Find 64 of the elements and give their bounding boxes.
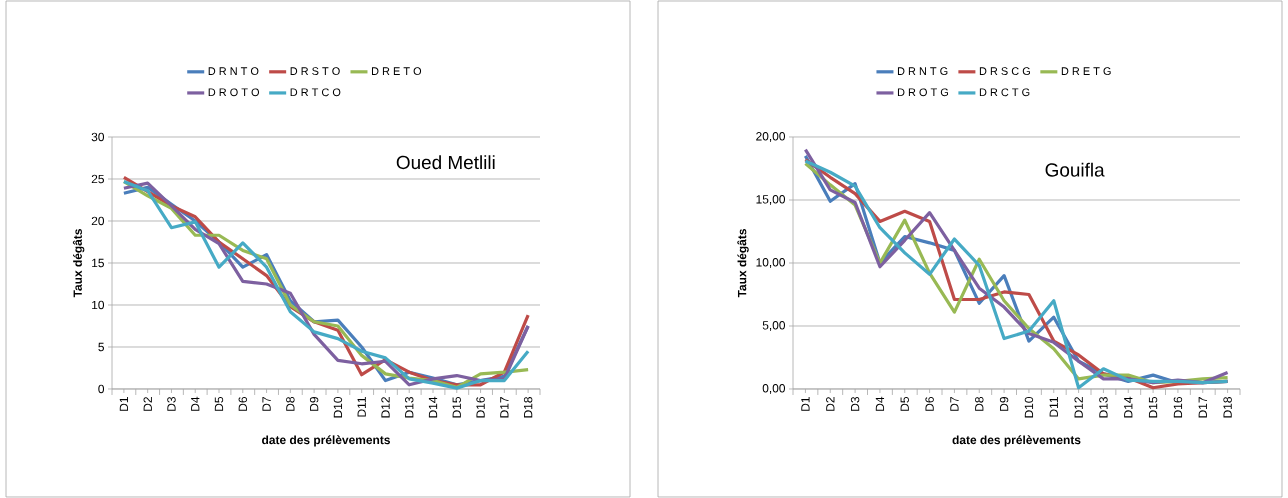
legend-label: D R N T G (897, 67, 948, 75)
x-tick-label: D4 (191, 396, 200, 411)
x-tick-label: D2 (826, 397, 835, 411)
x-tick-label: D13 (1099, 397, 1108, 418)
x-tick-label: D2 (143, 397, 152, 411)
legend-label: D R O T O (208, 88, 260, 97)
text: Gouifla (1045, 162, 1105, 177)
x-tick-label: D12 (381, 397, 390, 418)
x-tick-label: D9 (999, 397, 1009, 411)
x-tick-label: D11 (1049, 397, 1058, 417)
x-tick-label: D9 (309, 397, 319, 411)
y-tick-label: 15,00 (756, 195, 786, 205)
x-tick-label: D16 (476, 397, 485, 418)
x-tick-label: D3 (167, 397, 176, 411)
legend-label: D R N T O (208, 67, 259, 76)
x-tick-label: D5 (900, 397, 909, 411)
x-tick-label: D4 (875, 396, 885, 411)
x-tick-label: D8 (975, 397, 984, 411)
y-tick-label: 15 (92, 258, 104, 268)
y-axis-title: Taux dégâts (737, 229, 749, 298)
x-tick-label: D18 (1223, 397, 1232, 418)
x-tick-label: D17 (1198, 397, 1207, 418)
legend-label: D R S C G (979, 67, 1030, 75)
x-axis-title: date des prélèvements (262, 435, 390, 447)
y-tick-label: 5 (98, 342, 104, 352)
y-tick-label: 10 (92, 300, 105, 310)
x-tick-label: D5 (214, 397, 224, 411)
x-tick-label: D10 (1024, 396, 1034, 418)
text: Oued Metlili (396, 155, 495, 170)
y-tick-label: 0 (98, 384, 105, 394)
legend-label: D R E T O (371, 67, 422, 76)
y-axis-title: Taux dégâts (72, 229, 85, 298)
x-tick-label: D8 (286, 397, 295, 411)
y-tick-label: 0,00 (762, 384, 786, 394)
legend-label: D R T C O (290, 88, 341, 97)
x-tick-label: D11 (357, 397, 366, 417)
x-tick-label: D7 (262, 397, 271, 411)
y-tick-label: 30 (91, 132, 105, 142)
y-tick-label: 25 (91, 174, 104, 184)
x-tick-label: D1 (801, 397, 810, 411)
x-tick-label: D7 (950, 397, 959, 411)
x-tick-label: D18 (523, 397, 533, 418)
y-tick-label: 5,00 (762, 321, 786, 331)
x-tick-label: D15 (1148, 397, 1158, 418)
y-tick-label: 10,00 (756, 258, 786, 268)
x-tick-label: D14 (1124, 396, 1133, 418)
x-tick-label: D14 (428, 396, 438, 418)
x-axis-title: date des prélèvements (952, 435, 1081, 447)
x-tick-label: D12 (1074, 397, 1083, 418)
x-tick-label: D1 (119, 397, 129, 411)
x-tick-label: D17 (500, 397, 509, 418)
x-tick-label: D16 (1173, 397, 1183, 418)
y-tick-label: 20,00 (756, 132, 786, 142)
legend-label: D R S T O (290, 67, 340, 76)
legend-label: D R E T G (1061, 67, 1111, 75)
legend-label: D R O T G (897, 88, 948, 97)
legend-label: D R C T G (979, 88, 1030, 97)
x-tick-label: D6 (925, 397, 934, 411)
x-tick-label: D15 (452, 397, 461, 418)
x-tick-label: D6 (238, 397, 248, 411)
x-tick-label: D13 (405, 397, 414, 418)
x-tick-label: D10 (333, 396, 343, 418)
y-tick-label: 20 (91, 216, 105, 226)
x-tick-label: D3 (850, 397, 860, 411)
